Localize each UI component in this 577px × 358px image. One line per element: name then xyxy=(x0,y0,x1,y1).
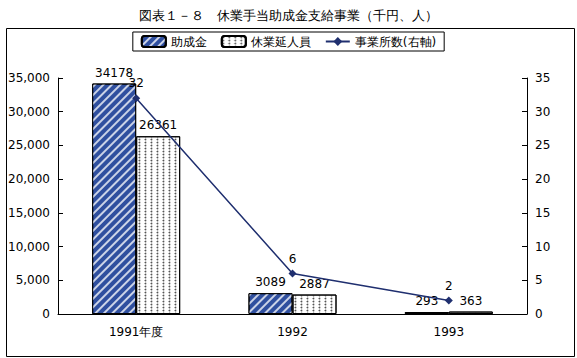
svg-text:30,000: 30,000 xyxy=(8,105,50,119)
svg-text:30: 30 xyxy=(535,105,550,119)
svg-text:35: 35 xyxy=(535,71,550,85)
svg-text:事業所数(右軸): 事業所数(右軸) xyxy=(355,35,436,49)
svg-text:20: 20 xyxy=(535,172,550,186)
svg-text:25,000: 25,000 xyxy=(8,138,50,152)
svg-text:5: 5 xyxy=(535,273,543,287)
svg-text:293: 293 xyxy=(415,294,439,308)
svg-text:2887: 2887 xyxy=(299,276,330,291)
svg-text:休業延人員: 休業延人員 xyxy=(251,35,311,49)
svg-text:2: 2 xyxy=(445,279,453,293)
svg-text:363: 363 xyxy=(459,294,482,308)
svg-text:0: 0 xyxy=(535,307,543,321)
svg-text:助成金: 助成金 xyxy=(171,35,207,49)
svg-text:1992: 1992 xyxy=(277,325,308,339)
svg-text:1991年度: 1991年度 xyxy=(109,325,164,339)
svg-text:5,000: 5,000 xyxy=(16,273,50,287)
svg-text:15,000: 15,000 xyxy=(8,206,50,220)
svg-text:35,000: 35,000 xyxy=(8,71,50,85)
svg-text:図表１－８ 休業手当助成金支給事業（千円、人）: 図表１－８ 休業手当助成金支給事業（千円、人） xyxy=(139,8,438,23)
svg-text:32: 32 xyxy=(129,76,144,90)
svg-text:15: 15 xyxy=(535,206,550,220)
svg-text:34178: 34178 xyxy=(95,66,133,80)
svg-text:10,000: 10,000 xyxy=(8,240,50,254)
svg-text:6: 6 xyxy=(289,252,297,266)
svg-text:3089: 3089 xyxy=(255,275,286,289)
svg-text:10: 10 xyxy=(535,240,550,254)
svg-text:26361: 26361 xyxy=(139,118,177,132)
svg-text:20,000: 20,000 xyxy=(8,172,50,186)
svg-text:1993: 1993 xyxy=(434,325,465,339)
svg-text:0: 0 xyxy=(42,307,50,321)
svg-text:25: 25 xyxy=(535,138,550,152)
